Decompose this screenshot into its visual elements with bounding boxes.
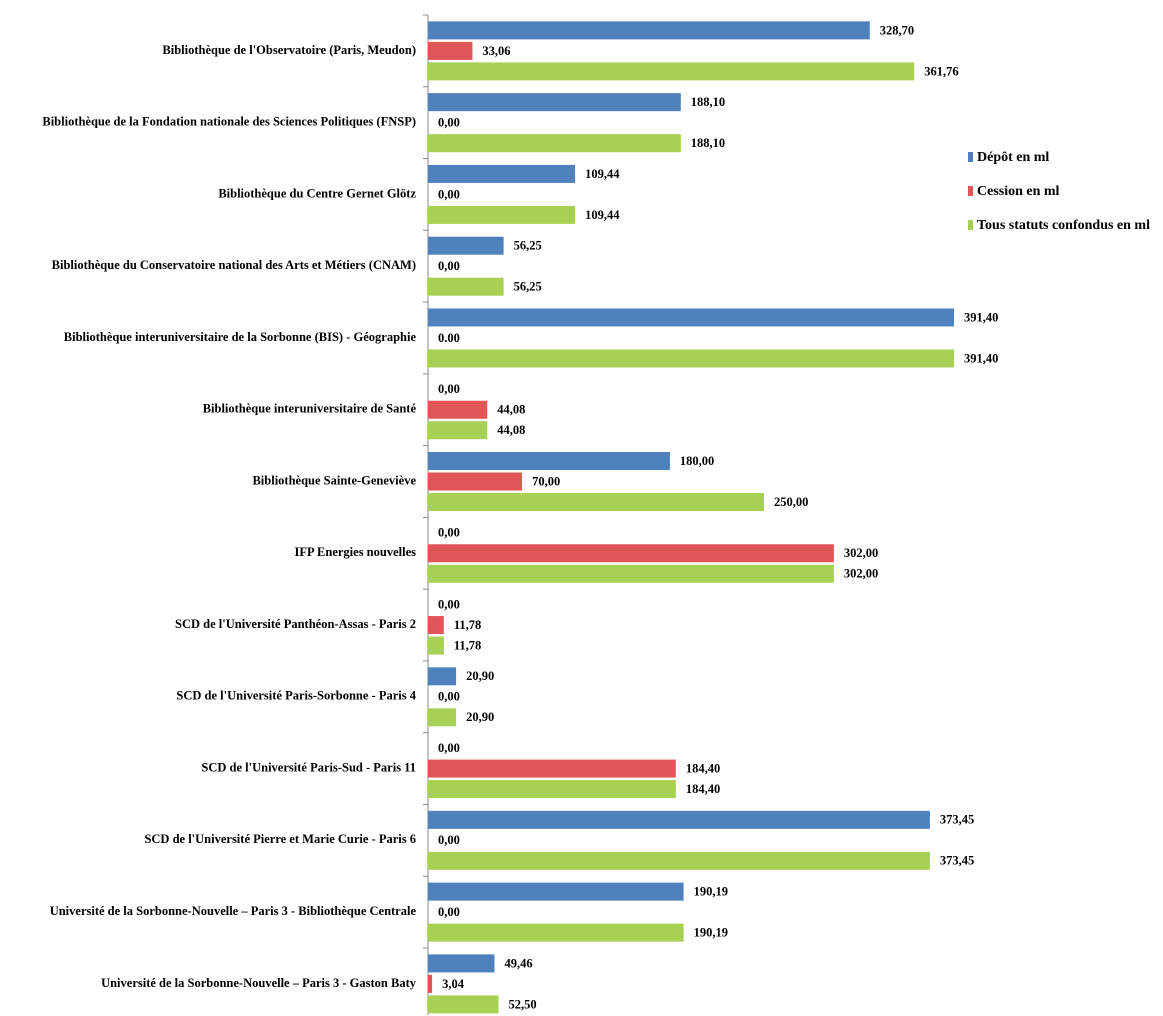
value-label: 0,00 bbox=[438, 187, 460, 201]
bar bbox=[428, 41, 473, 60]
value-label: 0,00 bbox=[438, 259, 460, 273]
bar bbox=[428, 21, 870, 40]
value-label: 44,08 bbox=[497, 403, 525, 417]
bar bbox=[428, 164, 576, 183]
category-label: Bibliothèque interuniversitaire de Santé bbox=[203, 402, 417, 416]
legend-swatch bbox=[968, 152, 973, 162]
value-label: 302,00 bbox=[844, 567, 878, 581]
value-label: 0,00 bbox=[438, 833, 460, 847]
value-label: 11,78 bbox=[454, 638, 481, 652]
value-label: 302,00 bbox=[844, 546, 878, 560]
bar bbox=[428, 349, 955, 368]
value-label: 0,00 bbox=[438, 382, 460, 396]
value-label: 0,00 bbox=[438, 690, 460, 704]
value-label: 190,19 bbox=[694, 926, 728, 940]
bar bbox=[428, 421, 488, 440]
bar bbox=[428, 636, 444, 655]
category-label: SCD de l'Université Panthéon-Assas - Par… bbox=[175, 617, 416, 631]
bar bbox=[428, 134, 681, 153]
category-label: Université de la Sorbonne-Nouvelle – Par… bbox=[50, 904, 417, 918]
category-label: SCD de l'Université Pierre et Marie Curi… bbox=[144, 832, 416, 846]
category-label: Université de la Sorbonne-Nouvelle – Par… bbox=[101, 976, 417, 990]
value-label: 250,00 bbox=[774, 495, 808, 509]
value-label: 188,10 bbox=[691, 136, 725, 150]
bar bbox=[428, 708, 457, 727]
legend-label: Dépôt en ml bbox=[977, 150, 1049, 165]
bar bbox=[428, 205, 576, 224]
bar bbox=[428, 954, 495, 973]
value-label: 56,25 bbox=[514, 239, 542, 253]
value-label: 20,90 bbox=[466, 669, 494, 683]
bar bbox=[428, 923, 684, 942]
bar bbox=[428, 472, 523, 491]
bar bbox=[428, 544, 834, 563]
value-label: 188,10 bbox=[691, 95, 725, 109]
value-label: 361,76 bbox=[924, 64, 958, 78]
bar bbox=[428, 62, 915, 81]
value-label: 391,40 bbox=[964, 351, 998, 365]
bar bbox=[428, 780, 676, 799]
bar bbox=[428, 974, 433, 993]
bar bbox=[428, 452, 670, 471]
category-label: Bibliothèque de la Fondation nationale d… bbox=[42, 115, 416, 129]
legend-label: Tous statuts confondus en ml bbox=[977, 218, 1150, 233]
bar bbox=[428, 616, 444, 635]
bar bbox=[428, 667, 457, 686]
value-label: 70,00 bbox=[532, 474, 560, 488]
bar bbox=[428, 308, 955, 327]
bar bbox=[428, 277, 504, 296]
value-label: 109,44 bbox=[585, 208, 620, 222]
bar bbox=[428, 995, 499, 1014]
value-label: 52,50 bbox=[509, 997, 537, 1011]
bar bbox=[428, 759, 676, 778]
value-label: 180,00 bbox=[680, 454, 714, 468]
legend-label: Cession en ml bbox=[977, 184, 1060, 199]
category-label: Bibliothèque de l'Observatoire (Paris, M… bbox=[162, 43, 416, 57]
value-label: 49,46 bbox=[504, 956, 532, 970]
bar bbox=[428, 810, 930, 829]
category-label: IFP Energies nouvelles bbox=[294, 545, 416, 559]
bar bbox=[428, 851, 930, 870]
legend-swatch bbox=[968, 186, 973, 196]
value-label: 11,78 bbox=[454, 618, 481, 632]
value-label: 0,00 bbox=[438, 741, 460, 755]
value-label: 328,70 bbox=[880, 23, 914, 37]
value-label: 373,45 bbox=[940, 813, 974, 827]
value-label: 33,06 bbox=[482, 44, 510, 58]
value-label: 56,25 bbox=[514, 280, 542, 294]
category-label: Bibliothèque du Conservatoire national d… bbox=[52, 258, 416, 272]
category-label: SCD de l'Université Paris-Sorbonne - Par… bbox=[176, 689, 416, 703]
bar bbox=[428, 93, 681, 112]
value-label: 20,90 bbox=[466, 710, 494, 724]
value-label: 0,00 bbox=[438, 526, 460, 540]
legend-swatch bbox=[968, 220, 973, 230]
value-label: 3,04 bbox=[442, 977, 465, 991]
bar bbox=[428, 236, 504, 255]
value-label: 0,00 bbox=[438, 597, 460, 611]
bar bbox=[428, 493, 764, 512]
category-label: Bibliothèque Sainte-Geneviève bbox=[252, 473, 416, 487]
value-label: 184,40 bbox=[686, 761, 720, 775]
bar bbox=[428, 564, 834, 583]
value-label: 0.00 bbox=[438, 331, 460, 345]
value-label: 391,40 bbox=[964, 310, 998, 324]
value-label: 0,00 bbox=[438, 116, 460, 130]
value-label: 44,08 bbox=[497, 423, 525, 437]
bar bbox=[428, 882, 684, 901]
category-label: Bibliothèque interuniversitaire de la So… bbox=[64, 330, 417, 344]
value-label: 184,40 bbox=[686, 782, 720, 796]
value-label: 190,19 bbox=[694, 885, 728, 899]
bar bbox=[428, 400, 488, 419]
value-label: 373,45 bbox=[940, 854, 974, 868]
category-label: Bibliothèque du Centre Gernet Glötz bbox=[218, 186, 416, 200]
category-label: SCD de l'Université Paris-Sud - Paris 11 bbox=[201, 760, 416, 774]
value-label: 0,00 bbox=[438, 905, 460, 919]
value-label: 109,44 bbox=[585, 167, 620, 181]
